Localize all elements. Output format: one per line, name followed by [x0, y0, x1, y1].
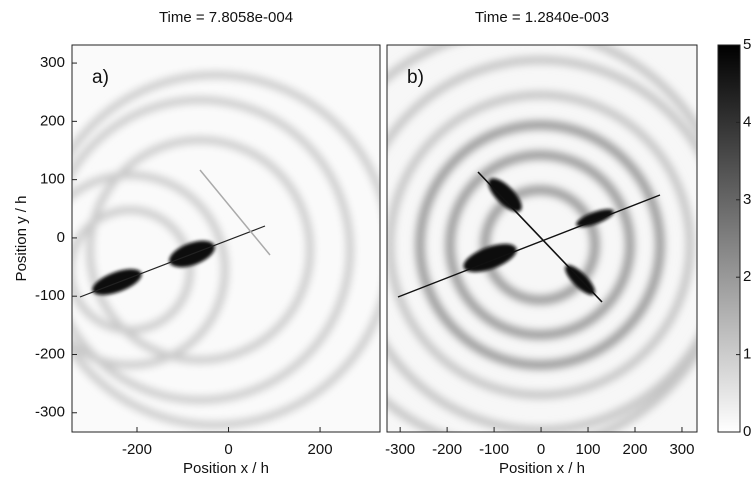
panel-title: Time = 1.2840e-003	[475, 9, 609, 26]
x-tick-label: 200	[622, 441, 647, 458]
y-tick-label: 200	[40, 112, 65, 129]
plot-frame	[386, 44, 698, 433]
x-tick-label: 100	[576, 441, 601, 458]
field-image-a	[72, 45, 380, 432]
x-axis-label: Position x / h	[183, 460, 269, 477]
panel-label: a)	[92, 67, 109, 88]
x-tick-label: -100	[479, 441, 509, 458]
colorbar	[717, 44, 741, 433]
x-tick-label: 0	[224, 441, 232, 458]
colorbar-tick-label: 3	[743, 191, 751, 208]
colorbar-tick-label: 4	[743, 113, 751, 130]
colorbar-tick-label: 5	[743, 36, 751, 53]
colorbar-tick-label: 1	[743, 346, 751, 363]
field-image-b	[387, 45, 697, 432]
x-tick-label: 0	[537, 441, 545, 458]
y-tick-label: -100	[35, 287, 65, 304]
panel-label: b)	[407, 67, 424, 88]
y-tick-label: 300	[40, 54, 65, 71]
y-tick-label: -300	[35, 404, 65, 421]
y-tick-label: 100	[40, 171, 65, 188]
x-tick-label: -300	[385, 441, 415, 458]
colorbar-tick-label: 0	[743, 423, 751, 440]
colorbar-tick-label: 2	[743, 268, 751, 285]
y-tick-label: 0	[57, 229, 65, 246]
x-tick-label: 200	[308, 441, 333, 458]
y-tick-label: -200	[35, 345, 65, 362]
y-axis-label: Position y / h	[13, 196, 30, 282]
x-tick-label: 300	[669, 441, 694, 458]
x-axis-label: Position x / h	[499, 460, 585, 477]
plot-frame	[71, 44, 381, 433]
x-tick-label: -200	[122, 441, 152, 458]
x-tick-label: -200	[432, 441, 462, 458]
panel-title: Time = 7.8058e-004	[159, 9, 293, 26]
